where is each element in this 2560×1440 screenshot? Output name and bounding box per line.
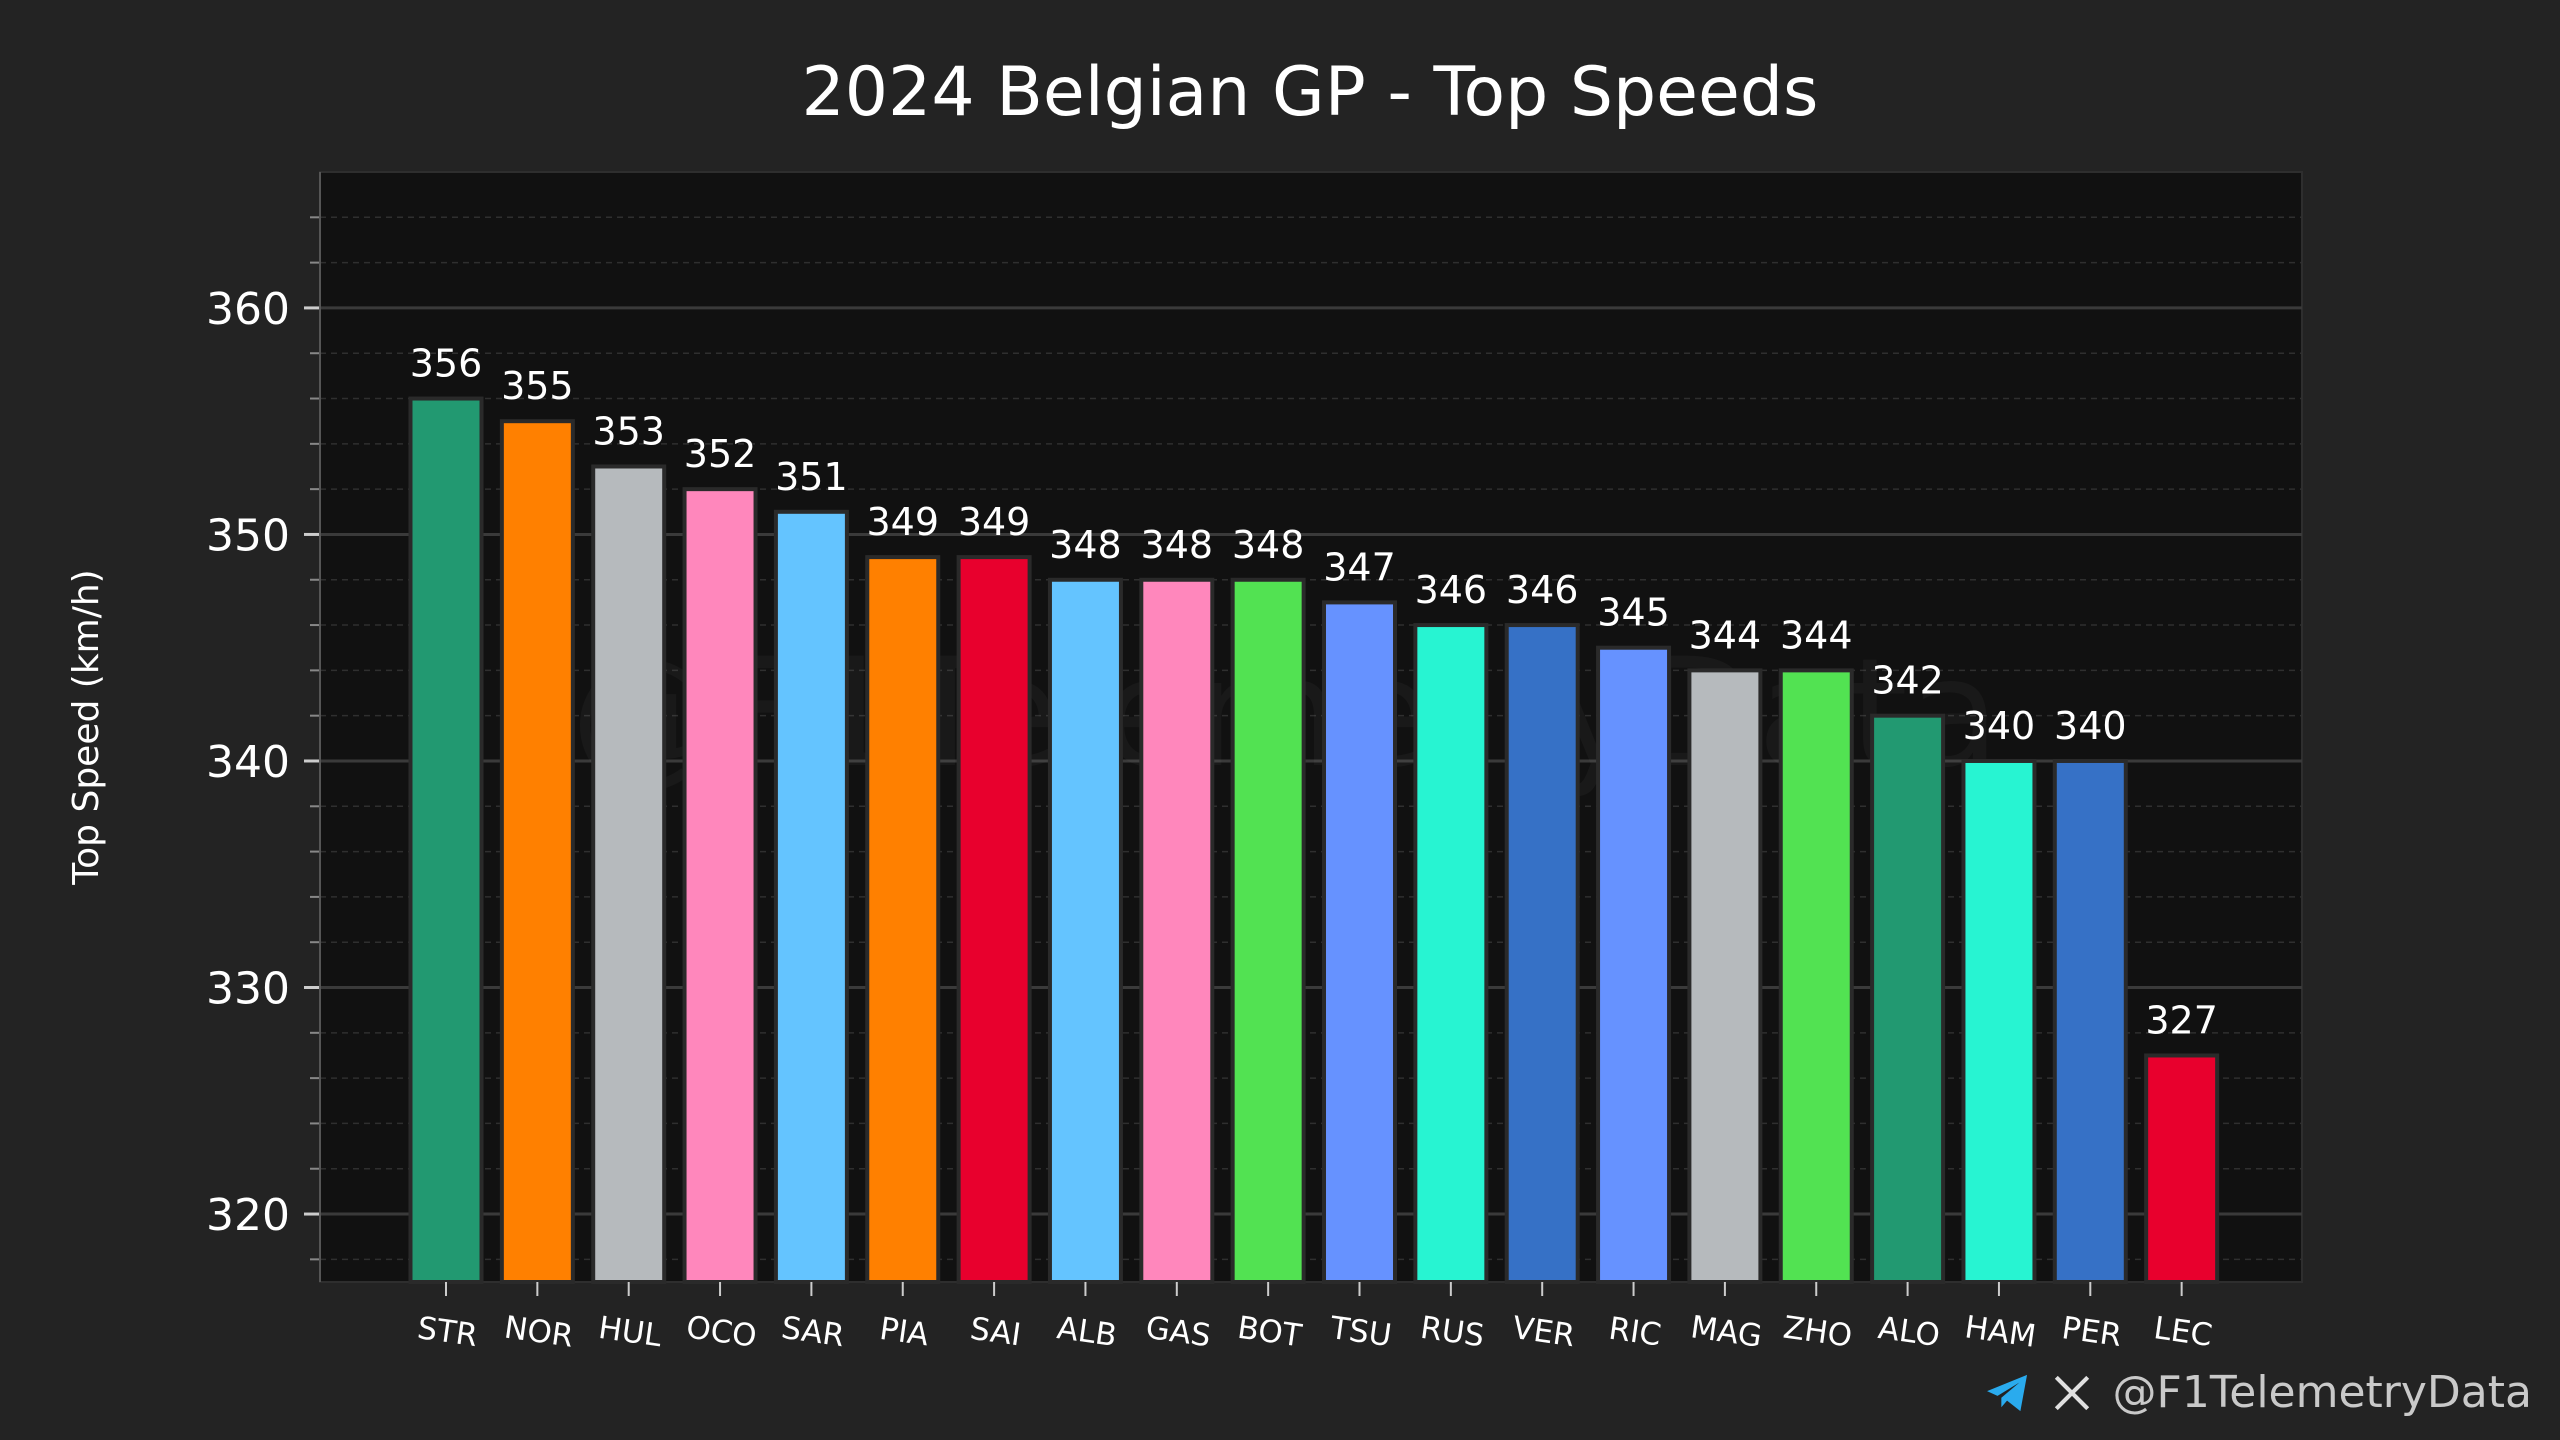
data-label: 349 [958, 500, 1031, 544]
bar [1778, 668, 1854, 1284]
x-tick-label: MAG [1688, 1309, 1764, 1355]
bar [1047, 577, 1123, 1284]
x-tick-label: PIA [877, 1311, 931, 1353]
x-tick-label: LEC [2152, 1310, 2215, 1354]
bar [408, 396, 484, 1284]
x-tick-label: BOT [1235, 1310, 1304, 1355]
y-tick-label: 320 [206, 1190, 290, 1241]
x-tick-label: RIC [1607, 1311, 1664, 1354]
y-axis-label: Top Speed (km/h) [66, 569, 107, 885]
data-label: 351 [775, 455, 848, 499]
data-label: 355 [501, 364, 574, 408]
data-label: 356 [410, 342, 483, 386]
y-tick-label: 350 [206, 510, 290, 561]
data-label: 348 [1049, 523, 1122, 567]
x-tick-label: NOR [502, 1309, 575, 1354]
bar [1413, 623, 1489, 1284]
credit-handle[interactable]: @F1TelemetryData [2112, 1367, 2532, 1418]
data-label: 345 [1597, 591, 1670, 635]
x-tick-label: HUL [596, 1310, 664, 1355]
data-labels: 356 355 353 352 351 349 349 348 348 348 347 346 346 3… [410, 342, 2218, 1043]
x-tick-label: PER [2060, 1310, 2124, 1354]
y-tick-label: 360 [206, 284, 290, 335]
data-label: 340 [1963, 704, 2036, 748]
bar [1322, 600, 1397, 1284]
telegram-icon[interactable] [1985, 1373, 2031, 1413]
bar [1596, 645, 1672, 1284]
bar [865, 555, 941, 1284]
data-label: 342 [1871, 659, 1944, 703]
data-label: 327 [2145, 998, 2218, 1042]
x-axis: STR NOR HUL OCO SAR PIA SAI ALB GAS BOT TSU RUS VER R… [415, 1282, 2215, 1355]
bar [682, 487, 758, 1284]
bar [499, 419, 575, 1285]
data-label: 344 [1780, 613, 1853, 657]
data-label: 348 [1141, 523, 1214, 567]
x-tick-label: ALO [1876, 1310, 1942, 1354]
y-tick-label: 330 [206, 964, 290, 1015]
bar [1230, 577, 1306, 1284]
bar [1504, 623, 1580, 1284]
bar [1139, 577, 1215, 1284]
x-icon[interactable] [2053, 1374, 2091, 1412]
y-tick-label: 340 [206, 737, 290, 788]
credit-footer: @F1TelemetryData [1985, 1367, 2532, 1418]
data-label: 349 [866, 500, 939, 544]
bar [2052, 758, 2128, 1284]
bar [956, 555, 1032, 1284]
x-tick-label: HAM [1963, 1309, 2039, 1355]
x-tick-label: RUS [1418, 1310, 1486, 1355]
data-label: 353 [592, 409, 665, 453]
data-label: 340 [2054, 704, 2127, 748]
bar [2144, 1053, 2220, 1284]
data-label: 344 [1689, 613, 1762, 657]
x-tick-label: TSU [1327, 1310, 1394, 1354]
x-tick-label: ZHO [1781, 1309, 1854, 1354]
bar [773, 509, 849, 1285]
bar [1870, 713, 1946, 1284]
data-label: 346 [1506, 568, 1579, 612]
bars [408, 396, 2220, 1285]
chart-title: 2024 Belgian GP - Top Speeds [802, 53, 1819, 132]
data-label: 348 [1232, 523, 1305, 567]
bar [591, 464, 667, 1284]
x-tick-label: VER [1510, 1310, 1577, 1354]
x-tick-label: OCO [684, 1309, 759, 1354]
x-tick-label: SAR [779, 1310, 846, 1354]
x-tick-label: STR [415, 1310, 480, 1354]
data-label: 346 [1415, 568, 1488, 612]
x-tick-label: GAS [1144, 1310, 1213, 1355]
bar [1687, 668, 1763, 1284]
data-label: 352 [684, 432, 757, 476]
bar [1961, 758, 2037, 1284]
y-axis: 320 330 340 350 360 [206, 172, 321, 1282]
data-label: 347 [1323, 545, 1396, 589]
x-tick-label: ALB [1055, 1310, 1119, 1354]
x-tick-label: SAI [968, 1311, 1023, 1354]
